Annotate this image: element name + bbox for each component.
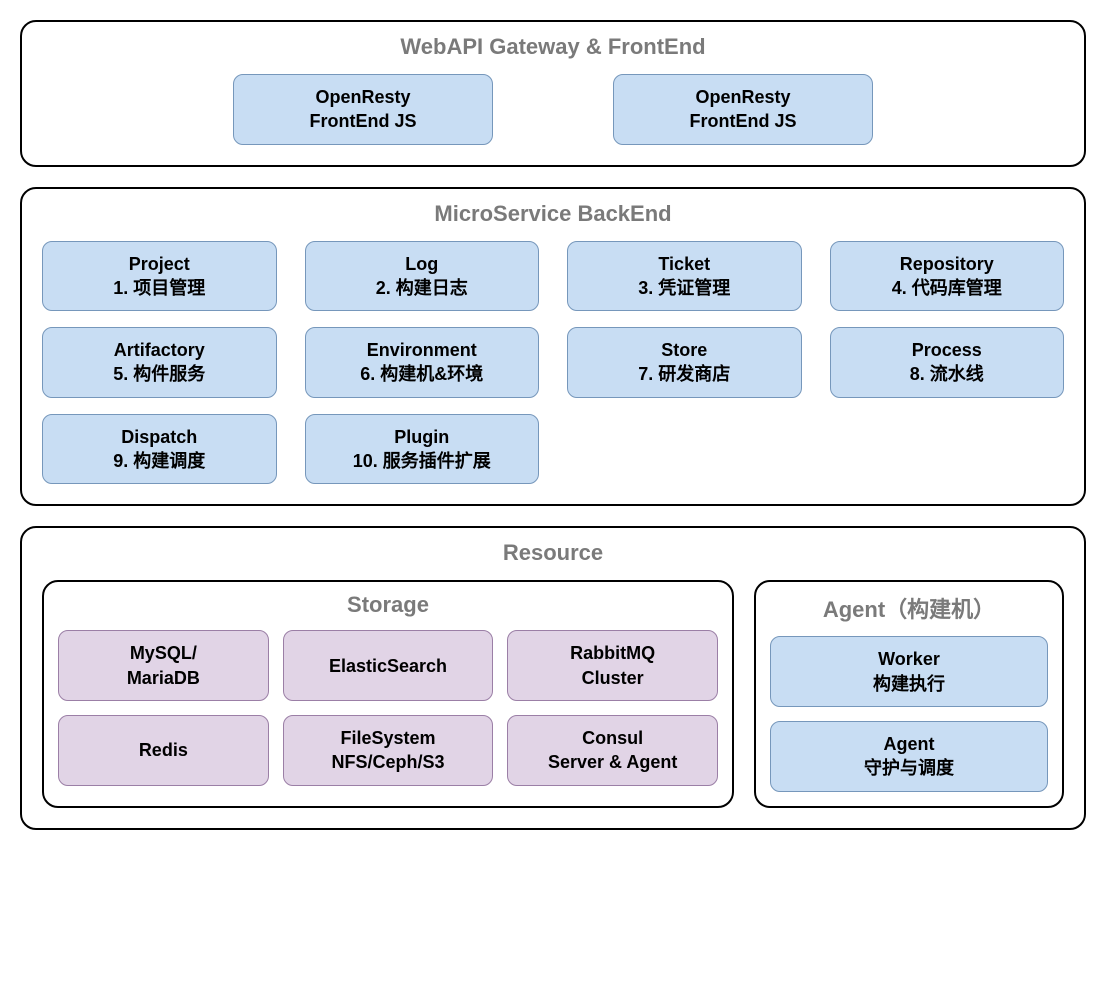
gateway-box-1-line2: FrontEnd JS bbox=[690, 109, 797, 133]
storage-line2: Cluster bbox=[582, 666, 644, 690]
storage-mysql: MySQL/ MariaDB bbox=[58, 630, 269, 701]
service-desc: 3. 凭证管理 bbox=[638, 276, 730, 300]
service-artifactory: Artifactory 5. 构件服务 bbox=[42, 327, 277, 398]
agent-worker: Worker 构建执行 bbox=[770, 636, 1048, 707]
storage-line1: RabbitMQ bbox=[570, 641, 655, 665]
service-desc: 4. 代码库管理 bbox=[892, 276, 1002, 300]
service-desc: 8. 流水线 bbox=[910, 362, 984, 386]
service-ticket: Ticket 3. 凭证管理 bbox=[567, 241, 802, 312]
resource-row: Storage MySQL/ MariaDB ElasticSearch Rab… bbox=[42, 580, 1064, 807]
storage-consul: Consul Server & Agent bbox=[507, 715, 718, 786]
service-environment: Environment 6. 构建机&环境 bbox=[305, 327, 540, 398]
service-project: Project 1. 项目管理 bbox=[42, 241, 277, 312]
service-desc: 2. 构建日志 bbox=[376, 276, 468, 300]
gateway-box-0-line1: OpenResty bbox=[315, 85, 410, 109]
storage-elasticsearch: ElasticSearch bbox=[283, 630, 494, 701]
resource-title: Resource bbox=[42, 540, 1064, 566]
microservice-grid: Project 1. 项目管理 Log 2. 构建日志 Ticket 3. 凭证… bbox=[42, 241, 1064, 485]
storage-line1: ElasticSearch bbox=[329, 654, 447, 678]
agent-line2: 构建执行 bbox=[873, 672, 945, 696]
service-name: Ticket bbox=[658, 252, 710, 276]
service-name: Process bbox=[912, 338, 982, 362]
storage-line1: FileSystem bbox=[340, 726, 435, 750]
service-name: Project bbox=[129, 252, 190, 276]
service-desc: 9. 构建调度 bbox=[113, 449, 205, 473]
service-desc: 7. 研发商店 bbox=[638, 362, 730, 386]
service-name: Store bbox=[661, 338, 707, 362]
service-name: Log bbox=[405, 252, 438, 276]
storage-line1: MySQL/ bbox=[130, 641, 197, 665]
gateway-row: OpenResty FrontEnd JS OpenResty FrontEnd… bbox=[42, 74, 1064, 145]
resource-section: Resource Storage MySQL/ MariaDB ElasticS… bbox=[20, 526, 1086, 829]
service-name: Environment bbox=[367, 338, 477, 362]
storage-title: Storage bbox=[58, 592, 718, 618]
gateway-box-1: OpenResty FrontEnd JS bbox=[613, 74, 873, 145]
agent-line1: Agent bbox=[884, 732, 935, 756]
service-log: Log 2. 构建日志 bbox=[305, 241, 540, 312]
agent-line1: Worker bbox=[878, 647, 940, 671]
service-desc: 5. 构件服务 bbox=[113, 362, 205, 386]
agent-agent: Agent 守护与调度 bbox=[770, 721, 1048, 792]
gateway-box-1-line1: OpenResty bbox=[695, 85, 790, 109]
agent-line2: 守护与调度 bbox=[864, 756, 954, 780]
storage-filesystem: FileSystem NFS/Ceph/S3 bbox=[283, 715, 494, 786]
service-desc: 10. 服务插件扩展 bbox=[353, 449, 491, 473]
gateway-section: WebAPI Gateway & FrontEnd OpenResty Fron… bbox=[20, 20, 1086, 167]
service-name: Dispatch bbox=[121, 425, 197, 449]
service-dispatch: Dispatch 9. 构建调度 bbox=[42, 414, 277, 485]
gateway-title: WebAPI Gateway & FrontEnd bbox=[42, 34, 1064, 60]
agent-title: Agent（构建机） bbox=[770, 592, 1048, 624]
storage-line2: Server & Agent bbox=[548, 750, 677, 774]
storage-line2: MariaDB bbox=[127, 666, 200, 690]
storage-section: Storage MySQL/ MariaDB ElasticSearch Rab… bbox=[42, 580, 734, 807]
microservice-section: MicroService BackEnd Project 1. 项目管理 Log… bbox=[20, 187, 1086, 507]
storage-redis: Redis bbox=[58, 715, 269, 786]
storage-line1: Redis bbox=[139, 738, 188, 762]
storage-rabbitmq: RabbitMQ Cluster bbox=[507, 630, 718, 701]
service-name: Artifactory bbox=[114, 338, 205, 362]
storage-line1: Consul bbox=[582, 726, 643, 750]
service-name: Repository bbox=[900, 252, 994, 276]
storage-grid: MySQL/ MariaDB ElasticSearch RabbitMQ Cl… bbox=[58, 630, 718, 785]
storage-line2: NFS/Ceph/S3 bbox=[331, 750, 444, 774]
service-desc: 6. 构建机&环境 bbox=[360, 362, 483, 386]
agent-boxes: Worker 构建执行 Agent 守护与调度 bbox=[770, 636, 1048, 791]
service-name: Plugin bbox=[394, 425, 449, 449]
agent-section: Agent（构建机） Worker 构建执行 Agent 守护与调度 bbox=[754, 580, 1064, 807]
service-process: Process 8. 流水线 bbox=[830, 327, 1065, 398]
service-repository: Repository 4. 代码库管理 bbox=[830, 241, 1065, 312]
gateway-box-0: OpenResty FrontEnd JS bbox=[233, 74, 493, 145]
service-store: Store 7. 研发商店 bbox=[567, 327, 802, 398]
microservice-title: MicroService BackEnd bbox=[42, 201, 1064, 227]
service-plugin: Plugin 10. 服务插件扩展 bbox=[305, 414, 540, 485]
gateway-box-0-line2: FrontEnd JS bbox=[310, 109, 417, 133]
service-desc: 1. 项目管理 bbox=[113, 276, 205, 300]
